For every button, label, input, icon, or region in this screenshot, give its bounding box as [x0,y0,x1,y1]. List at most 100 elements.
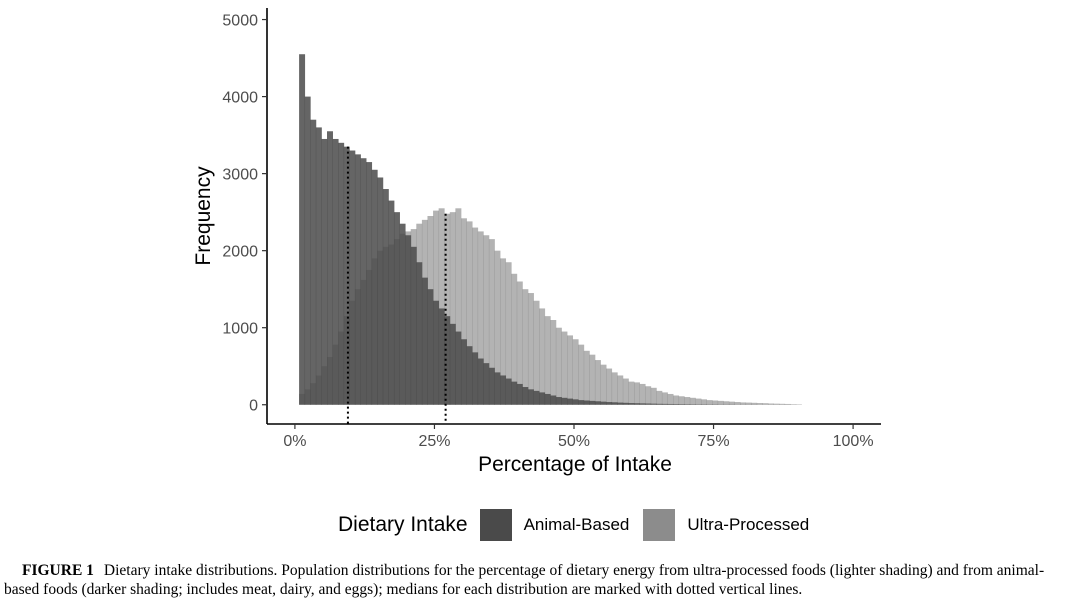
animal-based-bar [444,316,451,405]
animal-based-bar [639,403,646,405]
ultra-processed-bar [460,218,467,405]
ultra-processed-bar [767,403,774,405]
animal-based-bar [544,393,551,405]
animal-based-bar [628,403,635,405]
animal-based-bar [399,223,406,405]
animal-based-bar [511,381,518,405]
animal-based-bar [622,402,629,405]
animal-based-bar [343,146,350,405]
ultra-processed-bar [639,383,646,405]
y-tick-label: 5000 [222,13,258,30]
animal-based-bar [667,403,674,405]
ultra-processed-bar [533,300,540,405]
ultra-processed-bar [734,402,741,405]
legend-key-ultra-processed [643,509,676,541]
ultra-processed-bar [762,403,769,405]
x-tick-label: 50% [558,433,590,450]
y-axis-ticks: 0 1000 2000 3000 4000 5000 [222,13,267,415]
x-axis-title: Percentage of Intake [478,453,672,476]
ultra-processed-bar [438,208,445,405]
ultra-processed-bar [650,387,657,405]
animal-based-bar [421,277,428,405]
animal-based-bar [388,200,395,405]
ultra-processed-bar [628,381,635,405]
ultra-processed-bar [466,221,473,405]
animal-based-bar [438,308,445,405]
animal-based-bar [488,367,495,405]
animal-based-bar [327,131,333,405]
animal-based-bar [382,189,389,405]
ultra-processed-bar [723,401,730,405]
x-tick-label: 75% [698,433,730,450]
animal-based-bar [583,400,590,405]
animal-based-bar [539,392,546,405]
ultra-processed-bar [527,293,534,405]
animal-based-bars [299,54,791,405]
animal-based-bar [433,300,440,405]
animal-based-bar [371,169,378,405]
ultra-processed-bar [700,399,707,405]
ultra-processed-bar [728,401,735,405]
ultra-processed-bar [706,400,713,405]
ultra-processed-bar [488,239,495,405]
legend-label-animal-based: Animal-Based [523,515,630,534]
animal-based-bar [656,403,663,405]
y-tick-label: 0 [249,398,258,415]
animal-based-bar [321,138,328,405]
ultra-processed-bar [617,375,624,405]
ultra-processed-bar [740,402,747,405]
legend-label-ultra-processed: Ultra-Processed [687,515,810,534]
ultra-processed-bar [511,273,518,405]
x-axis-ticks: 0% 25% 50% 75% 100% [283,424,874,450]
animal-based-bar [578,400,585,405]
ultra-processed-bar [455,208,462,405]
ultra-processed-bar [472,227,479,405]
y-tick-label: 3000 [222,167,258,184]
x-tick-label: 25% [418,433,450,450]
ultra-processed-bar [561,331,568,405]
ultra-processed-bar [645,386,652,405]
y-tick-label: 1000 [222,321,258,338]
ultra-processed-bar [717,400,724,405]
ultra-processed-bar [661,392,668,405]
ultra-processed-bar [751,402,758,405]
ultra-processed-bar [611,372,618,405]
ultra-processed-bar [578,344,585,405]
ultra-processed-bar [756,403,763,405]
ultra-processed-bar [634,382,640,405]
animal-based-bar [416,262,423,405]
y-axis-title: Frequency [192,166,215,266]
animal-based-bar [366,162,373,405]
x-tick-label: 0% [283,433,306,450]
ultra-processed-bar [500,258,507,405]
animal-based-bar [611,402,618,405]
ultra-processed-bar [516,281,523,405]
animal-based-bar [315,127,322,405]
animal-based-bar [567,398,574,405]
ultra-processed-bar [555,327,562,405]
ultra-processed-bar [494,250,501,405]
ultra-processed-bar [572,339,579,405]
animal-based-bar [516,383,523,405]
ultra-processed-bar [673,395,680,405]
animal-based-bar [477,358,484,405]
animal-based-bar [594,401,601,405]
animal-based-bar [600,401,607,405]
animal-based-bar [360,158,367,405]
median-lines [346,146,447,424]
animal-based-bar [332,138,339,405]
ultra-processed-bar [583,350,590,405]
animal-based-bar [466,346,473,405]
animal-based-bar [617,402,624,405]
ultra-processed-bar [695,398,702,405]
animal-based-bar [410,246,417,405]
ultra-processed-bar [779,403,786,405]
animal-based-bar [483,363,490,405]
animal-based-bar [606,402,613,405]
animal-based-bar [661,403,668,405]
y-tick-label: 2000 [222,244,258,261]
animal-based-bar [427,289,434,405]
ultra-processed-bar [483,235,490,405]
animal-based-bar [354,154,361,405]
caption-text: Dietary intake distributions. Population… [4,562,1045,598]
